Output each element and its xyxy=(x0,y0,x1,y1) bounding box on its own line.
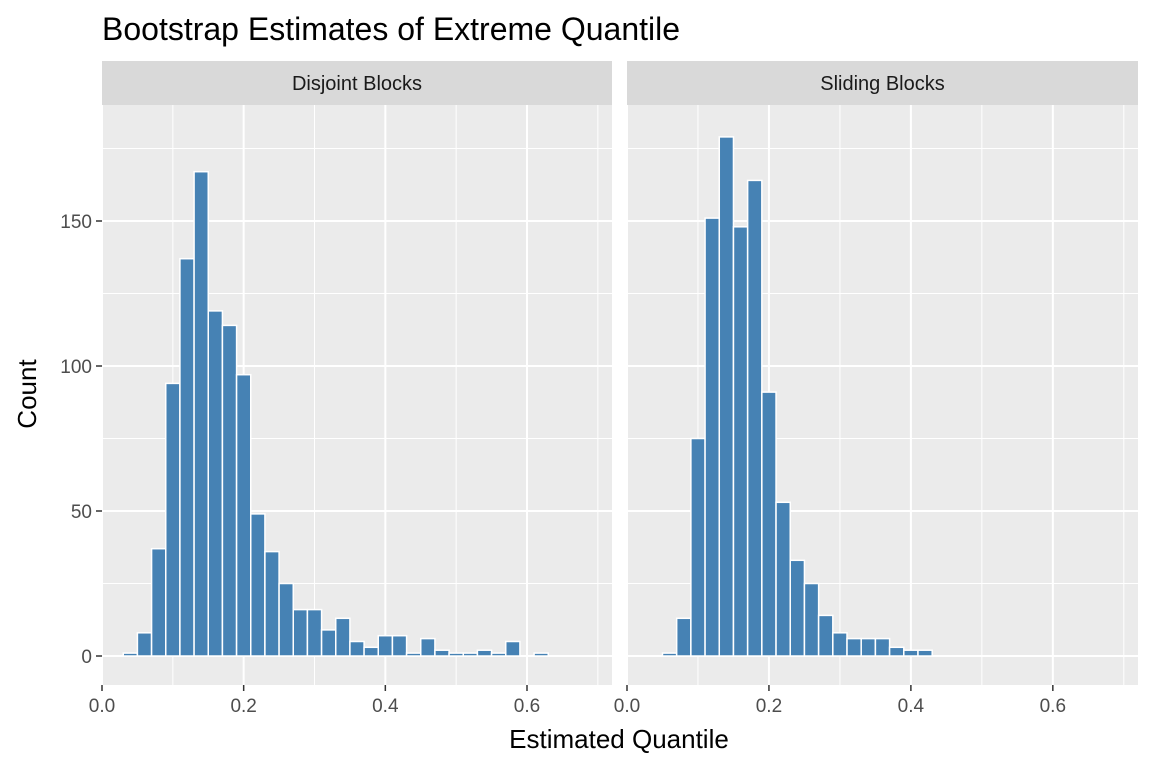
facet-strip-label: Sliding Blocks xyxy=(820,73,945,95)
histogram-bar xyxy=(150,547,167,657)
histogram-bar xyxy=(903,649,919,657)
histogram-bar xyxy=(292,608,309,657)
histogram-bar xyxy=(917,649,933,657)
y-tick-label: 100 xyxy=(60,357,92,378)
facet-strip xyxy=(627,61,1138,105)
histogram-bar xyxy=(264,550,280,657)
histogram-bar xyxy=(193,170,209,657)
x-tick-label: 0.0 xyxy=(614,696,640,717)
histogram-bar xyxy=(846,637,862,657)
y-axis-title: Count xyxy=(12,359,42,429)
x-tick-label: 0.0 xyxy=(89,696,115,717)
histogram-bar xyxy=(732,226,749,657)
histogram-bar xyxy=(335,617,351,657)
histogram-bar xyxy=(476,649,493,657)
histogram-bar xyxy=(803,582,820,657)
histogram-bar xyxy=(533,652,549,657)
x-axis-title: Estimated Quantile xyxy=(509,724,729,754)
histogram-bar xyxy=(391,634,408,657)
x-tick-label: 0.2 xyxy=(756,696,782,717)
x-tick-label: 0.4 xyxy=(898,696,925,717)
histogram-bar xyxy=(761,391,777,657)
facet-strip-label: Disjoint Blocks xyxy=(292,73,422,95)
histogram-bar xyxy=(235,373,252,657)
x-tick-label: 0.6 xyxy=(1040,696,1066,717)
histogram-bar xyxy=(207,310,224,657)
histogram-bar xyxy=(278,582,295,657)
histogram-bar xyxy=(888,646,905,657)
histogram-bar xyxy=(306,608,323,657)
histogram-bar xyxy=(704,217,721,657)
histogram-bar xyxy=(690,437,706,657)
histogram-bar xyxy=(349,640,365,657)
histogram-bar xyxy=(817,614,834,657)
histogram-bar xyxy=(320,629,337,657)
x-tick-label: 0.2 xyxy=(230,696,256,717)
y-tick-label: 50 xyxy=(71,502,92,523)
histogram-bar xyxy=(661,652,678,657)
histogram-bar xyxy=(420,637,436,657)
y-tick-label: 0 xyxy=(81,647,92,668)
histogram-bar xyxy=(434,649,450,657)
histogram-bar xyxy=(718,136,735,657)
histogram-bar xyxy=(675,617,692,657)
histogram-bar xyxy=(775,501,791,657)
facet-panels: Disjoint Blocks 0.0 0.2 0.4 0.6 0 50 100 150 Slid… xyxy=(60,61,1138,717)
chart-title: Bootstrap Estimates of Extreme Quantile xyxy=(102,11,680,47)
x-tick-label: 0.4 xyxy=(372,696,399,717)
histogram-bar xyxy=(789,559,806,657)
histogram-bar xyxy=(505,640,521,657)
x-tick-label: 0.6 xyxy=(514,696,540,717)
histogram-bar xyxy=(832,632,848,657)
histogram-bar xyxy=(874,637,891,657)
facet-strip xyxy=(102,61,612,105)
histogram-bar xyxy=(746,179,763,657)
histogram-bar xyxy=(221,324,238,657)
histogram-bar xyxy=(490,652,507,657)
histogram-bar xyxy=(377,634,394,657)
histogram-bar xyxy=(165,382,181,657)
histogram-bar xyxy=(363,646,380,657)
histogram-bar xyxy=(122,652,139,657)
histogram-bar xyxy=(448,652,465,657)
histogram-bar xyxy=(462,652,479,657)
histogram-bar xyxy=(250,513,266,657)
histogram-bar xyxy=(860,637,877,657)
y-tick-label: 150 xyxy=(60,212,92,233)
histogram-bar xyxy=(136,632,153,657)
histogram-bar xyxy=(179,257,195,657)
histogram-bar xyxy=(405,652,422,657)
